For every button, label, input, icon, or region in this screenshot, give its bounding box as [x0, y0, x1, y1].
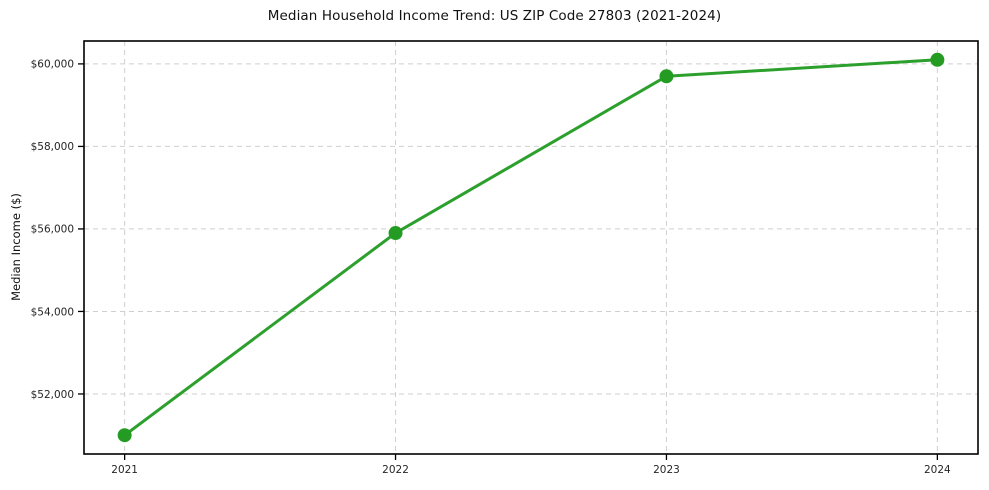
data-point-marker [659, 69, 674, 84]
data-point-marker [388, 226, 403, 241]
y-tick-label: $52,000 [31, 389, 74, 401]
x-tick-label: 2021 [111, 464, 138, 476]
data-point-marker [930, 52, 945, 67]
x-tick-label: 2024 [924, 464, 951, 476]
y-tick-label: $58,000 [31, 141, 74, 153]
trend-line [123, 58, 939, 437]
y-tick-label: $60,000 [31, 59, 74, 71]
x-tick-label: 2023 [653, 464, 680, 476]
x-tick-label: 2022 [382, 464, 409, 476]
chart-title: Median Household Income Trend: US ZIP Co… [267, 8, 722, 24]
y-tick-label: $56,000 [31, 224, 74, 236]
y-tick-label: $54,000 [31, 306, 74, 318]
plot-border [83, 40, 979, 455]
data-point-marker [117, 428, 132, 443]
